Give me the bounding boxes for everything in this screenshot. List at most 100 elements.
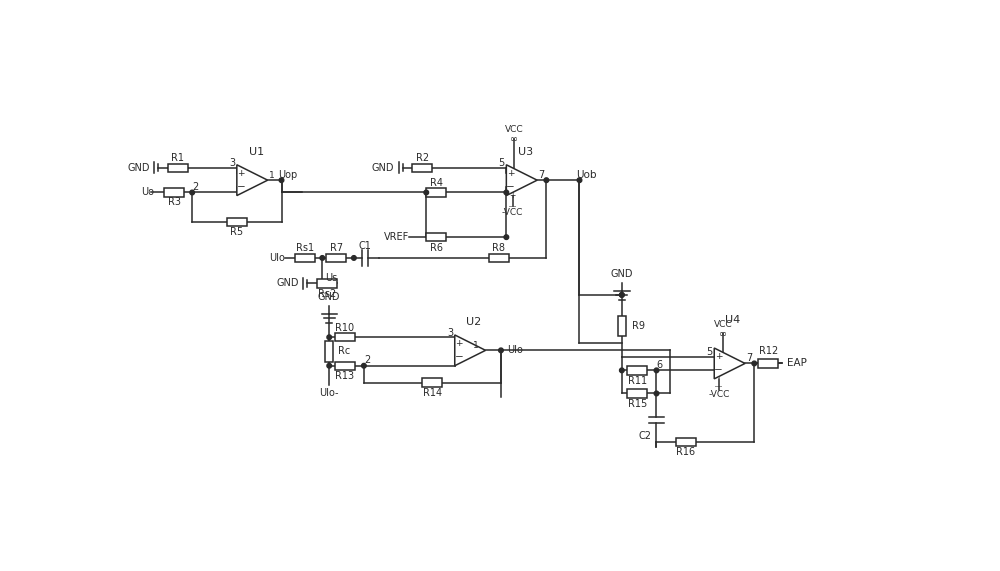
Text: 2: 2 <box>192 182 198 192</box>
Text: R5: R5 <box>230 227 243 237</box>
Circle shape <box>499 348 503 353</box>
Text: VCC: VCC <box>714 320 733 329</box>
Text: R2: R2 <box>416 153 429 163</box>
Text: C2: C2 <box>638 431 651 441</box>
Bar <box>326 254 346 262</box>
Text: Uo: Uo <box>141 187 154 198</box>
Text: U1: U1 <box>249 147 264 156</box>
Text: U4: U4 <box>725 315 740 325</box>
Text: R14: R14 <box>423 388 442 398</box>
Text: 6: 6 <box>506 182 512 192</box>
Bar <box>412 164 432 172</box>
Circle shape <box>424 190 429 195</box>
Circle shape <box>544 178 549 183</box>
Text: 7: 7 <box>747 353 753 363</box>
Circle shape <box>362 363 366 368</box>
Circle shape <box>620 292 624 297</box>
Polygon shape <box>714 348 745 379</box>
Circle shape <box>320 256 325 260</box>
Bar <box>758 359 778 368</box>
Circle shape <box>504 235 509 239</box>
Text: R10: R10 <box>335 323 354 333</box>
Text: 2: 2 <box>364 355 370 365</box>
Text: 3: 3 <box>447 328 453 337</box>
Text: Rs2: Rs2 <box>318 289 336 299</box>
Bar <box>317 279 337 288</box>
Text: 5: 5 <box>499 158 505 168</box>
Bar <box>426 233 446 242</box>
Text: R8: R8 <box>492 243 505 254</box>
Text: +: + <box>237 169 245 178</box>
Circle shape <box>577 178 582 183</box>
Circle shape <box>654 391 659 396</box>
Circle shape <box>620 292 624 297</box>
Text: ―: ― <box>715 384 722 389</box>
Text: Rc: Rc <box>338 347 351 356</box>
Text: UIo: UIo <box>507 345 523 355</box>
Text: -VCC: -VCC <box>708 390 730 399</box>
Text: R9: R9 <box>632 321 645 331</box>
Text: R3: R3 <box>168 197 181 207</box>
Circle shape <box>654 368 659 373</box>
Bar <box>335 361 355 370</box>
Text: 6: 6 <box>657 360 663 370</box>
Text: R11: R11 <box>628 376 647 386</box>
Text: VREF: VREF <box>384 232 409 242</box>
Text: -VCC: -VCC <box>502 208 523 217</box>
Polygon shape <box>506 165 537 196</box>
Text: +: + <box>455 339 463 348</box>
Text: 1: 1 <box>473 341 479 350</box>
Text: R15: R15 <box>628 399 647 409</box>
Text: R6: R6 <box>430 243 443 252</box>
Bar <box>295 254 315 262</box>
Text: ∞: ∞ <box>510 134 518 144</box>
Text: ―: ― <box>509 203 516 210</box>
Text: R4: R4 <box>430 178 443 188</box>
Text: R1: R1 <box>171 153 184 163</box>
Text: −: − <box>506 182 515 192</box>
Text: +: + <box>715 352 722 361</box>
Bar <box>325 341 333 361</box>
Text: Us: Us <box>325 273 338 283</box>
Bar <box>618 316 626 336</box>
Text: 1: 1 <box>269 171 275 180</box>
Text: U3: U3 <box>518 147 533 156</box>
Text: Uop: Uop <box>278 170 297 180</box>
Text: UIo-: UIo- <box>319 388 339 397</box>
Text: 3: 3 <box>229 158 235 168</box>
Circle shape <box>352 256 356 260</box>
Text: U2: U2 <box>466 317 482 327</box>
Bar <box>489 254 509 262</box>
Text: 7: 7 <box>539 170 545 180</box>
Text: Uob: Uob <box>576 170 597 180</box>
Bar <box>227 218 247 226</box>
Text: VCC: VCC <box>505 125 523 134</box>
Bar <box>627 366 647 375</box>
Circle shape <box>327 335 332 340</box>
Text: −: − <box>714 365 723 375</box>
Bar <box>335 333 355 341</box>
Text: +: + <box>716 371 722 380</box>
Circle shape <box>620 368 624 373</box>
Text: GND: GND <box>611 269 633 279</box>
Text: 5: 5 <box>706 347 713 357</box>
Bar <box>676 438 696 446</box>
Text: GND: GND <box>318 292 340 302</box>
Text: GND: GND <box>127 163 150 173</box>
Circle shape <box>327 363 332 368</box>
Circle shape <box>190 190 194 195</box>
Bar <box>426 188 446 197</box>
Text: UIo: UIo <box>269 253 285 263</box>
Text: −: − <box>455 352 463 362</box>
Circle shape <box>752 361 757 366</box>
Bar <box>164 188 184 197</box>
Bar <box>627 389 647 397</box>
Text: +: + <box>507 169 514 178</box>
Circle shape <box>504 190 509 195</box>
Text: R13: R13 <box>335 371 354 381</box>
Polygon shape <box>455 335 486 366</box>
Text: Rs1: Rs1 <box>296 243 314 254</box>
Text: +: + <box>509 191 516 200</box>
Text: ∞: ∞ <box>719 329 728 339</box>
Text: GND: GND <box>276 278 299 288</box>
